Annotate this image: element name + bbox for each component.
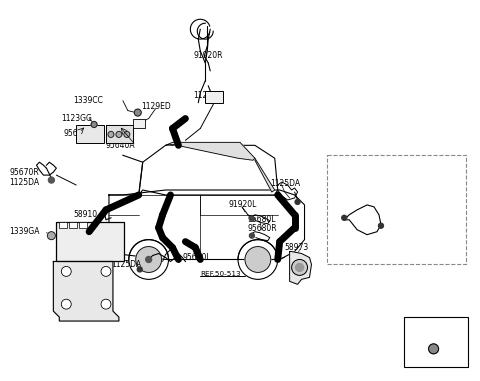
Text: 1125DA: 1125DA	[10, 178, 40, 187]
Bar	[79, 222, 87, 228]
Polygon shape	[109, 155, 143, 195]
Bar	[60, 222, 67, 228]
Circle shape	[146, 256, 152, 263]
Text: 1125DA: 1125DA	[270, 179, 300, 187]
Text: 95690: 95690	[63, 129, 88, 138]
Text: 95680L: 95680L	[248, 215, 276, 224]
Text: 1129EE: 1129EE	[414, 322, 443, 331]
Circle shape	[124, 131, 130, 138]
Polygon shape	[289, 251, 312, 284]
Text: 91920L: 91920L	[228, 200, 256, 210]
Circle shape	[137, 267, 142, 272]
Circle shape	[296, 264, 303, 271]
Circle shape	[61, 266, 71, 276]
Text: 95680L: 95680L	[337, 184, 366, 192]
Text: 95670R: 95670R	[10, 168, 39, 177]
Circle shape	[245, 247, 271, 272]
Circle shape	[250, 216, 254, 221]
Bar	[133, 118, 144, 128]
Circle shape	[170, 245, 175, 250]
Polygon shape	[106, 125, 133, 143]
Circle shape	[116, 131, 122, 138]
Circle shape	[101, 299, 111, 309]
Bar	[56, 222, 124, 261]
Text: 1125DL: 1125DL	[193, 91, 223, 100]
Text: 58973: 58973	[285, 243, 309, 252]
Text: 95680R: 95680R	[337, 192, 367, 202]
Circle shape	[91, 122, 97, 128]
Text: 1123GG: 1123GG	[61, 114, 92, 123]
Circle shape	[48, 177, 54, 183]
Circle shape	[61, 299, 71, 309]
Circle shape	[108, 131, 114, 138]
Circle shape	[101, 266, 111, 276]
Text: (110401-): (110401-)	[334, 159, 370, 165]
Bar	[404, 317, 468, 367]
Polygon shape	[53, 261, 119, 321]
Circle shape	[250, 233, 254, 238]
Bar	[327, 155, 467, 264]
Polygon shape	[255, 158, 275, 192]
Bar	[76, 125, 104, 143]
Text: 1339CC: 1339CC	[73, 96, 103, 105]
Polygon shape	[166, 142, 255, 160]
Text: 95670L: 95670L	[182, 253, 211, 262]
Text: 95640A: 95640A	[106, 141, 136, 150]
Circle shape	[429, 344, 439, 354]
Text: 1339GA: 1339GA	[10, 227, 40, 236]
Circle shape	[379, 223, 384, 228]
Text: 1125DA: 1125DA	[111, 260, 141, 269]
Bar	[69, 222, 77, 228]
Circle shape	[136, 247, 162, 272]
Circle shape	[295, 199, 300, 204]
Circle shape	[134, 109, 141, 116]
Circle shape	[292, 259, 308, 275]
Text: 95680R: 95680R	[248, 224, 277, 233]
Circle shape	[129, 240, 168, 279]
Text: 58960: 58960	[53, 305, 78, 314]
Text: 1129ED: 1129ED	[141, 102, 170, 111]
Circle shape	[238, 240, 278, 279]
Polygon shape	[109, 190, 304, 259]
Polygon shape	[139, 145, 278, 195]
Text: 58910: 58910	[73, 210, 97, 219]
Bar	[205, 91, 223, 102]
Text: REF.50-513: REF.50-513	[200, 271, 241, 277]
Circle shape	[48, 232, 55, 240]
Circle shape	[342, 215, 347, 220]
Text: 91920R: 91920R	[193, 51, 223, 61]
